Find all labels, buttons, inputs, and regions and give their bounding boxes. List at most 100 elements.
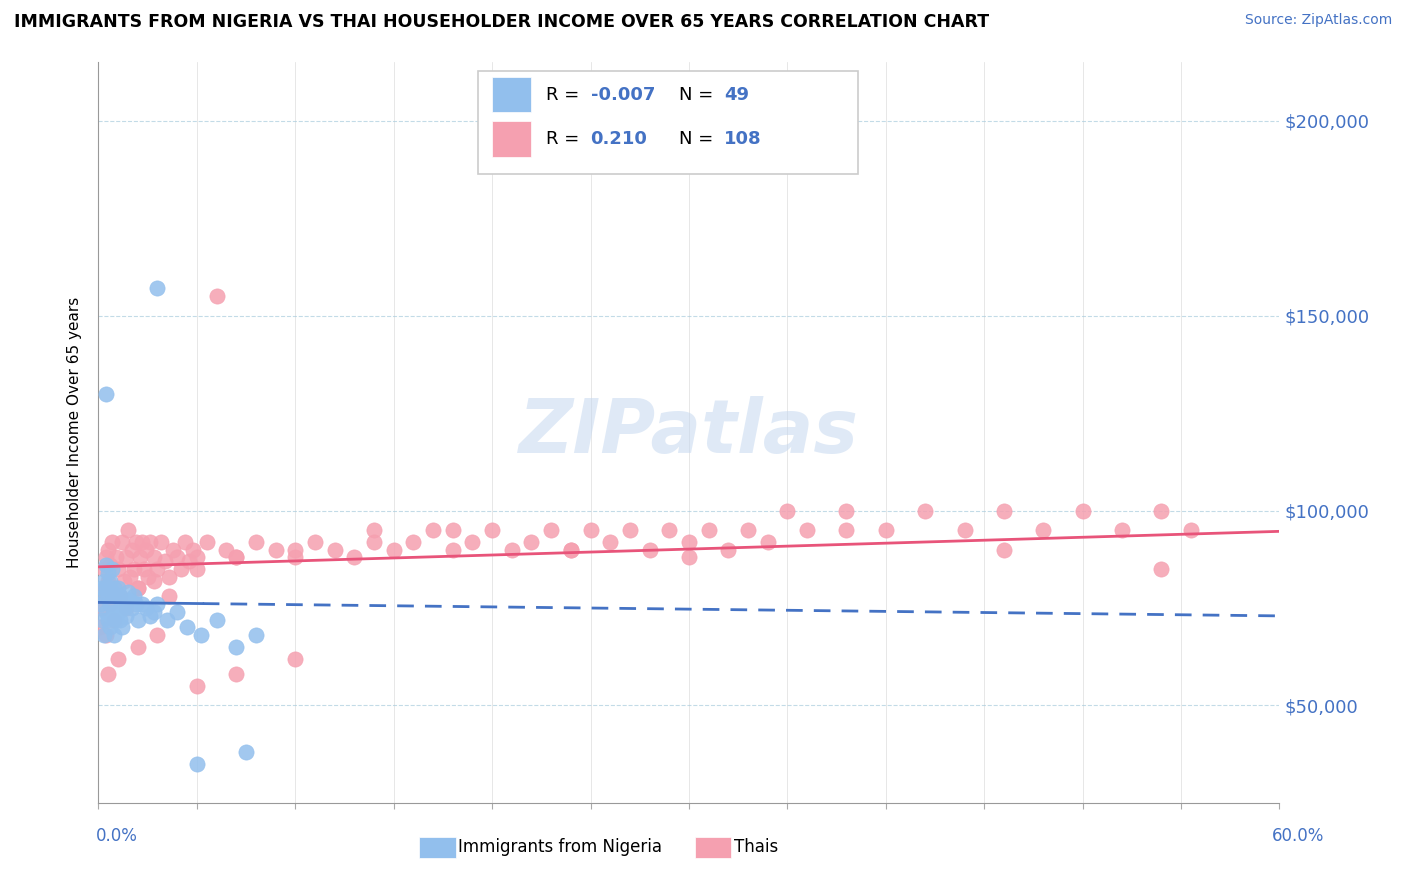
Text: 108: 108 [724,130,762,148]
Point [93,589,115,603]
Point [96,386,118,401]
Point [103,582,125,596]
Point [520,534,543,549]
Point [103,605,125,619]
Point [101,608,124,623]
Point [170,562,193,576]
Point [107,651,129,665]
Point [98,597,121,611]
Text: N =: N = [679,130,718,148]
Point [98,597,121,611]
Point [215,542,238,557]
Point [796,523,818,537]
Point [501,542,523,557]
Text: R =: R = [546,86,585,103]
Point [235,745,257,759]
Point [402,534,425,549]
Point [678,534,700,549]
Point [118,593,141,607]
Point [125,597,148,611]
Point [105,613,128,627]
Point [697,523,720,537]
Point [166,550,188,565]
Point [112,574,135,588]
Point [225,550,247,565]
Point [115,601,138,615]
Point [131,534,153,549]
Point [89,620,111,634]
Point [186,562,208,576]
Text: R =: R = [546,130,591,148]
Point [142,574,165,588]
Point [441,542,464,557]
Point [1071,503,1094,517]
Point [96,589,118,603]
Point [1032,523,1054,537]
Point [103,613,125,627]
Point [115,608,138,623]
Point [162,542,184,557]
Point [128,550,150,565]
Point [343,550,366,565]
Point [422,523,444,537]
Point [107,605,129,619]
Point [96,605,118,619]
Point [835,523,858,537]
Point [284,542,307,557]
Point [363,523,385,537]
Point [540,523,562,537]
Point [101,534,124,549]
Point [157,589,180,603]
Point [97,566,120,580]
Point [89,597,111,611]
Point [441,523,464,537]
Point [122,562,145,576]
Point [121,542,143,557]
Point [142,550,165,565]
Point [105,550,128,565]
Point [756,534,779,549]
Point [91,582,114,596]
Text: N =: N = [679,86,718,103]
Point [115,550,138,565]
Point [93,628,115,642]
Point [993,542,1015,557]
Text: -0.007: -0.007 [591,86,655,103]
Text: 60.0%: 60.0% [1272,827,1324,845]
Point [619,523,641,537]
Point [97,574,120,588]
Point [146,562,169,576]
Point [98,558,121,573]
Point [121,601,143,615]
Point [135,601,157,615]
Point [96,550,118,565]
Text: 0.210: 0.210 [591,130,647,148]
Point [127,582,149,596]
Point [135,542,157,557]
Point [112,601,135,615]
Point [97,589,120,603]
Point [835,503,858,517]
Point [176,620,198,634]
Point [98,620,121,634]
Point [98,574,121,588]
Point [127,582,149,596]
Point [190,628,212,642]
Point [146,281,169,295]
Point [103,628,125,642]
Point [186,756,208,771]
Point [461,534,484,549]
Point [101,585,124,599]
Point [136,570,159,584]
Point [599,534,621,549]
Point [131,597,153,611]
Point [111,620,134,634]
Point [96,558,118,573]
Point [245,534,267,549]
Point [481,523,503,537]
Point [150,534,173,549]
Point [138,534,160,549]
Point [138,608,160,623]
Point [108,613,131,627]
Point [776,503,799,517]
